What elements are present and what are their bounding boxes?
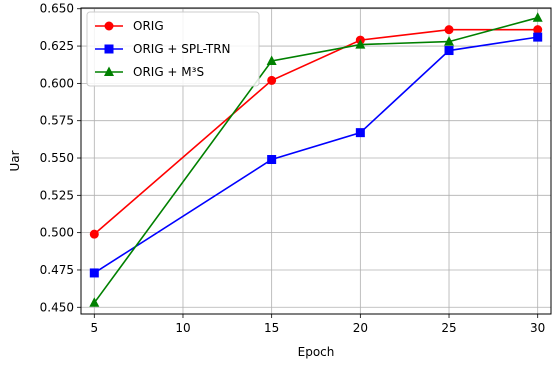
data-point [355, 128, 365, 138]
y-axis: 0.450 0.475 0.500 0.525 0.550 0.575 0.600 0.625… [40, 2, 81, 314]
data-point [444, 25, 454, 35]
x-tick-label: 15 [264, 321, 279, 335]
x-tick-label: 20 [353, 321, 368, 335]
data-point [533, 25, 543, 35]
legend-label: ORIG + SPL-TRN [133, 42, 231, 56]
legend: ORIG ORIG + SPL-TRN ORIG + M³S [86, 11, 260, 87]
y-tick-label: 0.525 [40, 188, 74, 202]
x-axis-label: Epoch [298, 345, 335, 359]
series-1 [89, 32, 543, 278]
y-tick-label: 0.450 [40, 300, 74, 314]
legend-box [86, 11, 260, 87]
data-point [89, 268, 99, 278]
data-point [267, 155, 277, 165]
y-tick-label: 0.625 [40, 39, 74, 53]
x-tick-label: 5 [90, 321, 98, 335]
legend-label: ORIG + M³S [133, 65, 204, 79]
x-axis: 5 10 15 20 25 30 [90, 314, 545, 335]
data-point [533, 32, 543, 42]
data-point [532, 12, 543, 22]
series-layer [89, 12, 543, 307]
x-tick-label: 30 [530, 321, 545, 335]
data-point [267, 75, 277, 85]
y-axis-label: Uar [8, 150, 22, 171]
y-tick-label: 0.550 [40, 151, 74, 165]
legend-marker [104, 44, 114, 54]
series-2 [89, 12, 543, 307]
x-tick-label: 10 [175, 321, 190, 335]
y-tick-label: 0.650 [40, 2, 74, 16]
data-point [355, 39, 366, 49]
y-tick-label: 0.575 [40, 114, 74, 128]
data-point [444, 46, 454, 56]
legend-label: ORIG [133, 19, 164, 33]
y-tick-label: 0.475 [40, 263, 74, 277]
data-point [444, 36, 455, 46]
y-tick-label: 0.500 [40, 226, 74, 240]
data-point [89, 229, 99, 239]
plot-frame [80, 7, 552, 315]
legend-marker [104, 66, 114, 76]
y-tick-label: 0.600 [40, 76, 74, 90]
grid-lines [81, 8, 551, 314]
x-tick-label: 25 [441, 321, 456, 335]
legend-marker [104, 21, 114, 31]
data-point [266, 55, 277, 65]
data-point [89, 297, 100, 307]
